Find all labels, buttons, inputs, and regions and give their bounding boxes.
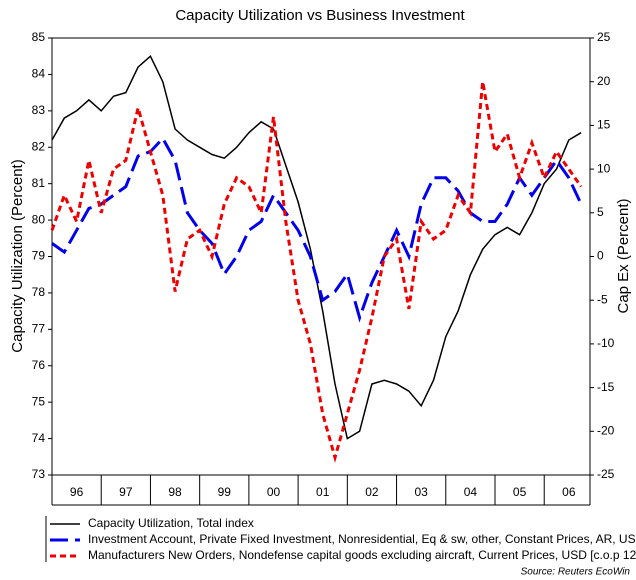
chart-title: Capacity Utilization vs Business Investm… [175, 7, 465, 24]
legend-label: Capacity Utilization, Total index [88, 516, 254, 530]
series-line [51, 135, 583, 323]
x-tick-label: 02 [365, 485, 379, 499]
x-tick-label: 06 [562, 485, 576, 499]
y2-tick-label: -20 [597, 423, 615, 437]
y2-tick-label: -15 [597, 380, 615, 394]
x-tick-label: 98 [168, 485, 182, 499]
source: Source: Reuters EcoWin [521, 567, 631, 578]
y-tick-label: 81 [32, 176, 46, 190]
x-tick-label: 01 [316, 485, 330, 499]
y2-tick-label: 5 [597, 205, 604, 219]
y-tick-label: 79 [32, 249, 46, 263]
x-tick-label: 05 [513, 485, 527, 499]
y2-tick-label: 10 [597, 161, 611, 175]
y-tick-label: 83 [32, 103, 46, 117]
y2-tick-label: -25 [597, 467, 615, 481]
x-tick-label: 97 [119, 485, 133, 499]
y2-tick-label: 25 [597, 30, 611, 44]
series-line [50, 81, 583, 464]
y2-tick-label: 0 [597, 249, 604, 263]
y-tick-label: 78 [32, 285, 46, 299]
y-tick-label: 84 [32, 67, 46, 81]
x-tick-label: 96 [70, 485, 84, 499]
y2-tick-label: -5 [597, 292, 608, 306]
y-tick-label: 73 [32, 467, 46, 481]
legend-label: Manufacturers New Orders, Nondefense cap… [88, 548, 636, 562]
y-tick-label: 82 [32, 139, 46, 153]
x-tick-label: 03 [414, 485, 428, 499]
y2-tick-label: -10 [597, 336, 615, 350]
y-tick-label: 77 [32, 322, 46, 336]
y-axis-label: Capacity Utilization (Percent) [9, 159, 26, 352]
x-tick-label: 00 [267, 485, 281, 499]
y-tick-label: 76 [32, 358, 46, 372]
x-tick-label: 04 [464, 485, 478, 499]
y2-tick-label: 20 [597, 74, 611, 88]
y-tick-label: 75 [32, 394, 46, 408]
y2-axis-label: Cap Ex (Percent) [615, 198, 632, 313]
legend-label: Investment Account, Private Fixed Invest… [88, 532, 636, 546]
y-tick-label: 85 [32, 30, 46, 44]
x-tick-label: 99 [218, 485, 232, 499]
y-tick-label: 74 [32, 431, 46, 445]
y2-tick-label: 15 [597, 118, 611, 132]
y-tick-label: 80 [32, 212, 46, 226]
